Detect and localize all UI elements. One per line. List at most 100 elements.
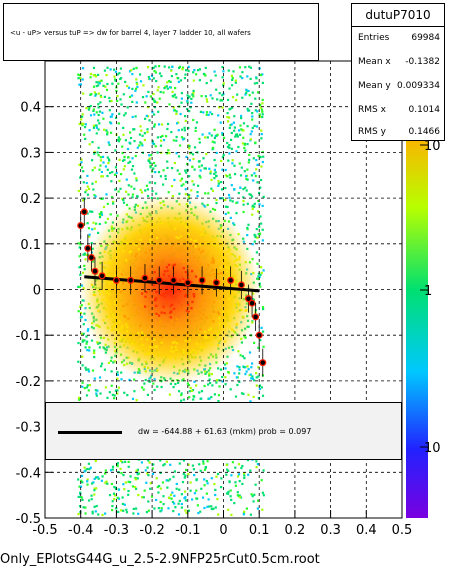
heatmap-cell xyxy=(228,87,231,90)
heatmap-cell xyxy=(131,342,134,345)
heatmap-cell xyxy=(118,158,121,161)
heatmap-cell xyxy=(236,135,239,138)
heatmap-cell xyxy=(201,496,205,499)
heatmap-cell xyxy=(260,266,263,269)
heatmap-cell xyxy=(176,122,179,125)
profile-point xyxy=(99,273,105,278)
heatmap-cell xyxy=(199,510,202,513)
heatmap-cell xyxy=(184,188,187,191)
heatmap-cell xyxy=(261,113,264,116)
heatmap-cell xyxy=(176,255,179,258)
heatmap-cell xyxy=(243,510,246,513)
heatmap-cell xyxy=(160,311,163,314)
heatmap-cell xyxy=(185,180,188,184)
heatmap-cell xyxy=(107,141,110,144)
colorbar xyxy=(406,61,428,518)
heatmap-cell xyxy=(123,165,126,168)
stats-row-rms-x: RMS x 0.1014 xyxy=(358,103,440,117)
heatmap-cell xyxy=(111,393,114,396)
heatmap-cell xyxy=(133,187,136,190)
heatmap-cell xyxy=(173,335,176,338)
heatmap-cell xyxy=(185,225,188,228)
heatmap-cell xyxy=(235,212,238,215)
heatmap-cell xyxy=(154,164,157,167)
heatmap-cell xyxy=(108,109,111,112)
heatmap-cell xyxy=(251,207,254,210)
heatmap-cell xyxy=(170,75,173,78)
heatmap-cell xyxy=(175,96,178,99)
heatmap-cell xyxy=(199,176,202,179)
heatmap-cell xyxy=(248,94,251,97)
heatmap-cell xyxy=(85,107,88,110)
heatmap-cell xyxy=(171,341,174,344)
heatmap-cell xyxy=(242,136,245,139)
heatmap-cell xyxy=(178,255,181,258)
heatmap-cell xyxy=(139,305,142,308)
heatmap-cell xyxy=(154,65,157,68)
heatmap-cell xyxy=(134,293,137,297)
heatmap-cell xyxy=(211,113,214,116)
heatmap-cell xyxy=(95,111,98,114)
heatmap-cell xyxy=(77,77,80,80)
heatmap-cell xyxy=(86,478,89,481)
heatmap-cell xyxy=(102,292,105,295)
heatmap-cell xyxy=(81,339,85,342)
heatmap-cell xyxy=(116,95,119,98)
heatmap-cell xyxy=(187,310,190,314)
heatmap-cell xyxy=(81,124,84,127)
heatmap-cell xyxy=(178,172,181,175)
heatmap-cell xyxy=(190,389,193,392)
heatmap-cell xyxy=(250,377,253,380)
heatmap-cell xyxy=(185,69,188,72)
heatmap-cell xyxy=(252,179,255,182)
heatmap-cell xyxy=(78,74,82,77)
heatmap-cell xyxy=(81,385,84,388)
heatmap-cell xyxy=(228,266,231,269)
heatmap-cell xyxy=(235,150,238,153)
heatmap-cell xyxy=(129,160,132,163)
heatmap-cell xyxy=(184,73,187,76)
heatmap-cell xyxy=(248,65,251,68)
heatmap-cell xyxy=(146,472,149,475)
heatmap-cell xyxy=(78,485,81,488)
heatmap-cell xyxy=(226,175,229,178)
heatmap-cell xyxy=(257,499,260,502)
heatmap-cell xyxy=(137,512,140,515)
heatmap-cell xyxy=(118,179,121,182)
heatmap-cell xyxy=(87,227,91,230)
heatmap-cell xyxy=(153,125,156,128)
heatmap-cell xyxy=(133,378,136,381)
heatmap-cell xyxy=(221,241,224,245)
heatmap-cell xyxy=(179,250,182,253)
heatmap-cell xyxy=(103,69,106,72)
heatmap-cell xyxy=(241,355,244,358)
heatmap-cell xyxy=(106,66,109,69)
heatmap-cell xyxy=(151,251,154,255)
heatmap-cell xyxy=(259,73,262,77)
heatmap-cell xyxy=(188,396,191,399)
heatmap-cell xyxy=(199,346,202,349)
heatmap-cell xyxy=(256,236,259,239)
heatmap-cell xyxy=(246,202,249,205)
heatmap-cell xyxy=(235,133,238,136)
heatmap-cell xyxy=(170,497,173,500)
heatmap-cell xyxy=(140,142,143,145)
heatmap-cell xyxy=(239,75,242,78)
heatmap-cell xyxy=(233,188,236,191)
heatmap-cell xyxy=(80,161,83,164)
heatmap-cell xyxy=(157,110,160,113)
heatmap-cell xyxy=(191,464,194,467)
heatmap-cell xyxy=(149,166,152,169)
heatmap-cell xyxy=(126,326,129,329)
heatmap-cell xyxy=(155,80,158,83)
heatmap-cell xyxy=(261,160,264,164)
heatmap-cell xyxy=(123,503,126,506)
heatmap-cell xyxy=(227,98,230,101)
heatmap-cell xyxy=(104,472,107,475)
stats-value: 69984 xyxy=(411,33,440,43)
heatmap-cell xyxy=(214,237,217,241)
heatmap-cell xyxy=(249,138,252,141)
heatmap-cell xyxy=(181,66,185,69)
heatmap-cell xyxy=(84,506,87,509)
heatmap-cell xyxy=(198,463,201,466)
